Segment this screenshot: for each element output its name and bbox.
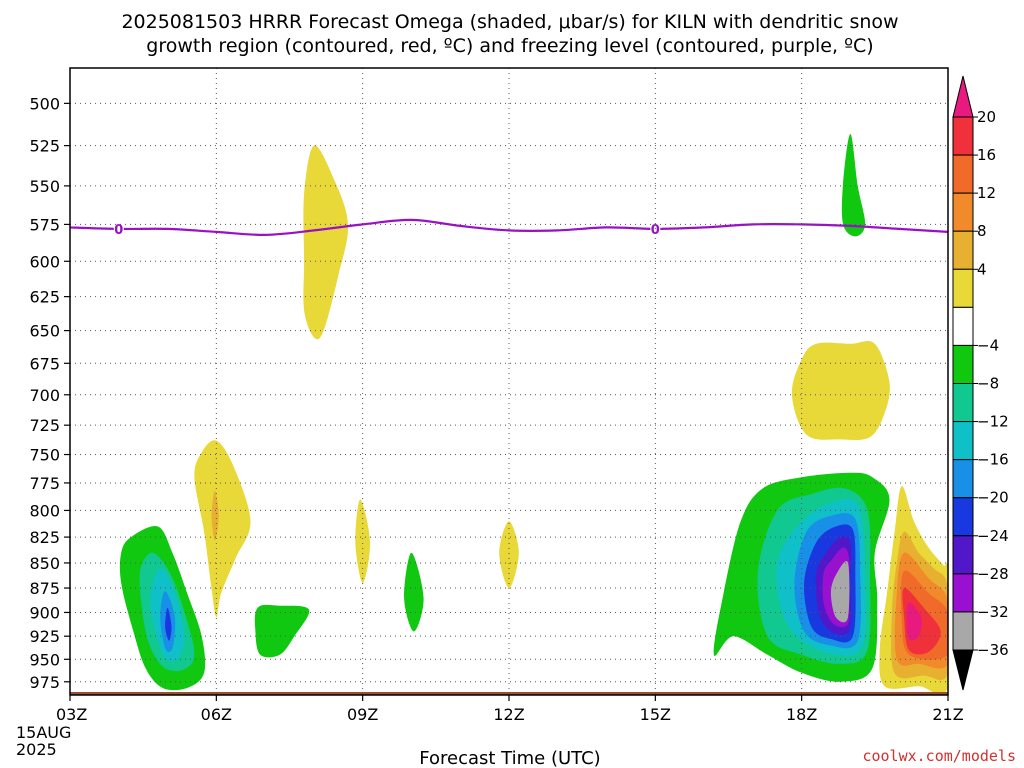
colorbar-label-9: −20 <box>977 489 1009 507</box>
colorbar-top-triangle <box>952 75 974 118</box>
colorbar-band-14 <box>952 611 974 651</box>
x-date-label-1: 2025 <box>16 740 57 759</box>
y-tick-label-850: 850 <box>29 554 60 573</box>
y-tick-label-775: 775 <box>29 474 60 493</box>
colorbar-label-6: −8 <box>977 375 999 393</box>
colorbar-band-2 <box>952 154 974 194</box>
omega-region-27 <box>830 560 850 623</box>
colorbar-band-1 <box>952 116 974 156</box>
omega-region-18 <box>254 604 310 658</box>
colorbar-label-3: 8 <box>977 222 987 240</box>
y-tick-label-950: 950 <box>29 650 60 669</box>
omega-region-0 <box>303 145 349 340</box>
y-tick-label-875: 875 <box>29 579 60 598</box>
omega-region-12 <box>841 133 866 237</box>
colorbar-label-8: −16 <box>977 451 1009 469</box>
x-tick-label-12Z: 12Z <box>493 705 524 724</box>
chart-title-line-1: 2025081503 HRRR Forecast Omega (shaded, … <box>121 11 898 33</box>
x-tick-label-18Z: 18Z <box>786 705 817 724</box>
omega-region-5 <box>499 521 519 589</box>
colorbar: 20 16 12 8 4 −4 −8 −12 −16 −20 −24 −28 −32 −36 <box>952 75 1009 691</box>
freezing-level-line <box>70 218 948 237</box>
freezing-level-label-1: 0 <box>651 223 660 238</box>
colorbar-band-7 <box>952 344 974 384</box>
colorbar-band-3 <box>952 192 974 232</box>
colorbar-label-7: −12 <box>977 413 1009 431</box>
colorbar-band-13 <box>952 573 974 613</box>
y-tick-label-625: 625 <box>29 288 60 307</box>
y-tick-label-975: 975 <box>29 673 60 692</box>
omega-region-19 <box>404 552 424 632</box>
colorbar-bottom-triangle <box>952 649 974 691</box>
x-tick-label-15Z: 15Z <box>640 705 671 724</box>
chart-title-line-2: growth region (contoured, red, ºC) and f… <box>146 35 873 57</box>
colorbar-band-5 <box>952 268 974 308</box>
y-tick-label-675: 675 <box>29 354 60 373</box>
y-tick-label-800: 800 <box>29 501 60 520</box>
x-tick-label-06Z: 06Z <box>201 705 232 724</box>
y-tick-label-825: 825 <box>29 528 60 547</box>
y-tick-label-700: 700 <box>29 386 60 405</box>
y-tick-label-500: 500 <box>29 94 60 113</box>
y-tick-label-750: 750 <box>29 446 60 465</box>
colorbar-label-2: 12 <box>977 184 996 202</box>
colorbar-band-4 <box>952 230 974 270</box>
x-tick-label-21Z: 21Z <box>932 705 963 724</box>
omega-region-3 <box>211 490 219 541</box>
colorbar-label-5: −4 <box>977 336 999 354</box>
y-tick-label-575: 575 <box>29 215 60 234</box>
colorbar-label-0: 20 <box>977 108 996 126</box>
omega-region-17 <box>165 607 172 641</box>
colorbar-label-4: 4 <box>977 260 987 278</box>
colorbar-band-6 <box>952 306 974 346</box>
colorbar-band-11 <box>952 497 974 537</box>
colorbar-label-12: −32 <box>977 603 1009 621</box>
y-tick-label-900: 900 <box>29 603 60 622</box>
credit-text: coolwx.com/models <box>862 747 1016 765</box>
colorbar-label-11: −28 <box>977 565 1009 583</box>
colorbar-label-10: −24 <box>977 527 1009 545</box>
x-date-label-0: 15AUG <box>16 723 71 742</box>
freezing-level-label-0: 0 <box>114 223 123 238</box>
colorbar-label-1: 16 <box>977 146 996 164</box>
y-tick-label-650: 650 <box>29 322 60 341</box>
omega-region-1 <box>791 340 890 441</box>
omega-region-4 <box>355 499 371 584</box>
y-tick-label-525: 525 <box>29 137 60 156</box>
x-tick-label-03Z: 03Z <box>56 705 87 724</box>
freezing-label-bg-0 <box>113 220 124 236</box>
x-tick-label-09Z: 09Z <box>347 705 378 724</box>
colorbar-label-13: −36 <box>977 641 1009 659</box>
y-tick-label-600: 600 <box>29 252 60 271</box>
colorbar-band-10 <box>952 459 974 499</box>
colorbar-band-9 <box>952 421 974 461</box>
x-axis-label: Forecast Time (UTC) <box>419 748 600 768</box>
y-tick-label-550: 550 <box>29 177 60 196</box>
y-tick-label-925: 925 <box>29 627 60 646</box>
colorbar-band-8 <box>952 383 974 423</box>
colorbar-band-12 <box>952 535 974 575</box>
omega-region-2 <box>194 440 251 618</box>
axes: 500 525 550 575 600 625 650 675 700 725 750 775 800 8… <box>16 67 964 759</box>
y-tick-label-725: 725 <box>29 416 60 435</box>
